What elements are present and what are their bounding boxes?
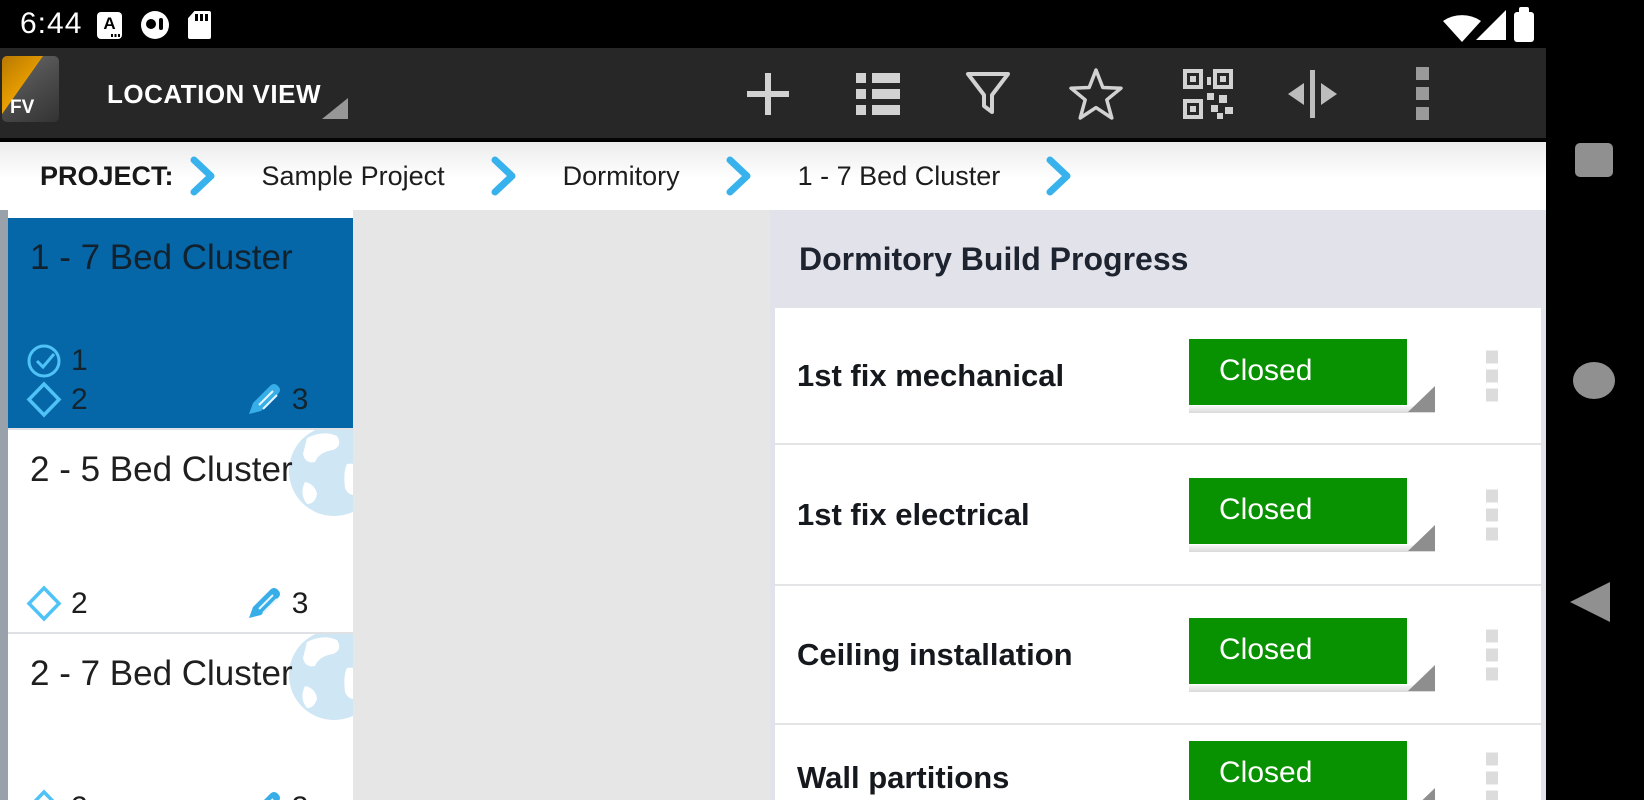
dropdown-underline (1189, 544, 1435, 552)
location-list: 1 - 7 Bed Cluster 1 (0, 210, 353, 800)
split-view-icon (1288, 70, 1337, 118)
list-scrollbar[interactable] (0, 210, 8, 800)
app-bar: FV LOCATION VIEW (0, 48, 1546, 140)
star-icon (1069, 68, 1123, 120)
empty-panel (353, 210, 770, 800)
status-dropdown[interactable]: Closed (1189, 477, 1435, 552)
row-drag-handle[interactable] (1486, 746, 1498, 800)
pencil-icon (248, 588, 280, 618)
diamond-icon (26, 381, 62, 418)
breadcrumb-item-building[interactable]: Dormitory (562, 160, 680, 191)
form-rows: 1st fix mechanical Closed 1st fix electr… (775, 308, 1541, 800)
chevron-right-icon (491, 155, 517, 197)
open-count: 2 (71, 586, 88, 620)
breadcrumb-label: PROJECT: (40, 160, 174, 191)
form-row-wall-partitions: Wall partitions Closed (775, 725, 1541, 800)
checked-count: 1 (71, 343, 88, 377)
ime-notification-icon: A (97, 12, 122, 39)
filter-icon (966, 72, 1010, 114)
dropdown-underline (1189, 684, 1435, 692)
check-circle-icon (27, 344, 61, 378)
status-value[interactable]: Closed (1189, 477, 1407, 544)
cell-signal-icon (1476, 10, 1506, 40)
favourite-button[interactable] (1068, 66, 1124, 122)
breadcrumb-item-location[interactable]: 1 - 7 Bed Cluster (797, 160, 1001, 191)
form-title: Dormitory Build Progress (799, 241, 1189, 277)
data-usage-icon (141, 11, 169, 39)
draft-count: 3 (291, 382, 309, 416)
split-view-button[interactable] (1284, 66, 1340, 122)
globe-watermark-icon (289, 430, 353, 516)
open-count: 2 (71, 791, 88, 800)
chevron-right-icon (1046, 155, 1072, 197)
form-row-ceiling-installation: Ceiling installation Closed (775, 586, 1541, 725)
dropdown-underline (1189, 405, 1435, 413)
form-row-1st-fix-mechanical: 1st fix mechanical Closed (775, 308, 1541, 445)
task-list-button[interactable] (850, 66, 906, 122)
android-nav-bar (1546, 0, 1644, 800)
dropdown-caret-icon[interactable] (1408, 524, 1435, 551)
diamond-icon (26, 585, 62, 622)
recents-button[interactable] (1575, 143, 1613, 177)
task-label: Wall partitions (797, 759, 1010, 795)
diamond-icon (33, 789, 55, 800)
app-logo[interactable]: FV (2, 56, 59, 122)
open-count: 2 (71, 382, 88, 416)
breadcrumb-item-project[interactable]: Sample Project (261, 160, 445, 191)
row-drag-handle[interactable] (1486, 623, 1498, 686)
draft-count: 3 (291, 586, 309, 620)
clock: 6:44 (20, 7, 83, 40)
battery-icon (1514, 7, 1534, 42)
row-drag-handle[interactable] (1486, 344, 1498, 407)
chevron-right-icon (726, 155, 752, 197)
back-button[interactable] (1570, 582, 1610, 622)
list-icon (856, 73, 900, 115)
location-item-2-5-bed-cluster[interactable]: 2 - 5 Bed Cluster 2 (0, 428, 353, 632)
detail-panel: Dormitory Build Progress 1st fix mechani… (770, 210, 1546, 800)
globe-watermark-icon (289, 634, 353, 720)
status-bar: 6:44 A (0, 0, 1644, 48)
status-value[interactable]: Closed (1189, 338, 1407, 405)
page-title[interactable]: LOCATION VIEW (107, 79, 322, 109)
dropdown-caret-icon[interactable] (1408, 787, 1435, 800)
overflow-menu-button[interactable] (1416, 67, 1429, 121)
draft-count: 3 (292, 791, 309, 800)
wifi-icon (1440, 8, 1484, 49)
add-button[interactable] (740, 66, 796, 122)
task-label: 1st fix electrical (797, 496, 1030, 532)
status-dropdown[interactable]: Closed (1189, 617, 1435, 692)
content-area: 1 - 7 Bed Cluster 1 (0, 210, 1546, 800)
status-value[interactable]: Closed (1189, 740, 1407, 800)
title-dropdown-caret-icon[interactable] (322, 98, 348, 119)
filter-button[interactable] (960, 66, 1016, 122)
plus-icon (747, 73, 789, 115)
qr-code-icon (1183, 69, 1233, 119)
pencil-icon (263, 792, 280, 800)
location-name: 2 - 7 Bed Cluster (30, 654, 293, 693)
status-dropdown[interactable]: Closed (1189, 338, 1435, 413)
task-label: Ceiling installation (797, 636, 1073, 672)
breadcrumb: PROJECT: Sample Project Dormitory 1 - 7 … (0, 142, 1546, 210)
dropdown-caret-icon[interactable] (1408, 664, 1435, 691)
form-row-1st-fix-electrical: 1st fix electrical Closed (775, 445, 1541, 586)
pencil-icon (248, 384, 280, 414)
sd-card-icon (188, 11, 211, 39)
location-name: 1 - 7 Bed Cluster (30, 238, 293, 277)
status-value[interactable]: Closed (1189, 617, 1407, 684)
home-button[interactable] (1573, 362, 1615, 399)
dropdown-caret-icon[interactable] (1408, 385, 1435, 412)
scan-qr-button[interactable] (1180, 66, 1236, 122)
task-label: 1st fix mechanical (797, 357, 1065, 393)
row-drag-handle[interactable] (1486, 483, 1498, 546)
chevron-right-icon (190, 155, 216, 197)
location-name: 2 - 5 Bed Cluster (30, 450, 293, 489)
location-item-1-7-bed-cluster[interactable]: 1 - 7 Bed Cluster 1 (0, 218, 353, 428)
status-dropdown[interactable]: Closed (1189, 740, 1435, 800)
location-item-2-7-bed-cluster[interactable]: 2 - 7 Bed Cluster 2 (0, 632, 353, 800)
